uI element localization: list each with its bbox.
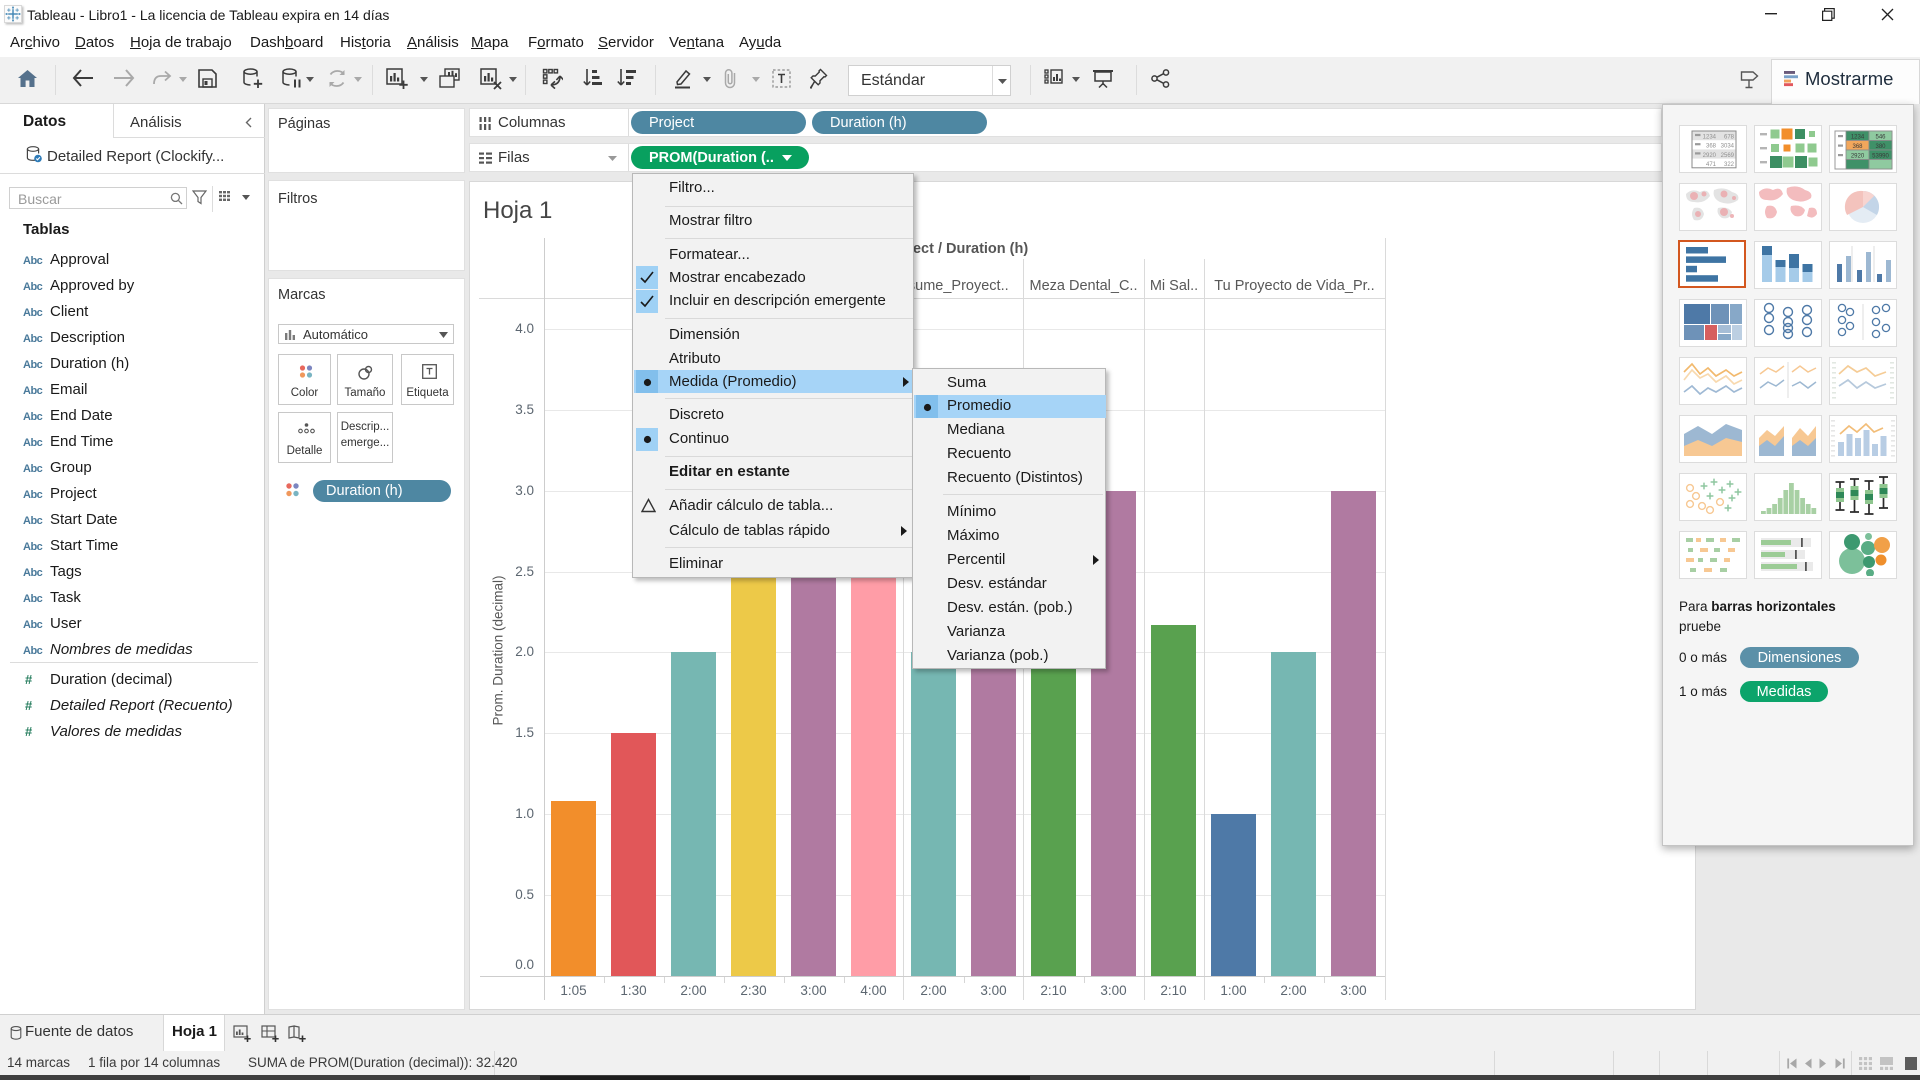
svg-text:678: 678	[1724, 134, 1735, 140]
svg-text:546: 546	[1875, 134, 1886, 140]
svg-text:2920: 2920	[1851, 153, 1865, 159]
svg-text:1234: 1234	[1703, 134, 1717, 140]
svg-text:368: 368	[1706, 144, 1717, 150]
svg-text:380: 380	[1875, 144, 1886, 150]
svg-text:53990: 53990	[1872, 153, 1889, 159]
svg-text:368: 368	[1852, 144, 1863, 150]
svg-text:1234: 1234	[1851, 134, 1865, 140]
svg-text:2920: 2920	[1703, 153, 1717, 159]
svg-text:3034: 3034	[1721, 144, 1735, 150]
svg-text:2569: 2569	[1721, 153, 1735, 159]
svg-text:322: 322	[1724, 162, 1735, 168]
svg-text:471: 471	[1706, 162, 1717, 168]
